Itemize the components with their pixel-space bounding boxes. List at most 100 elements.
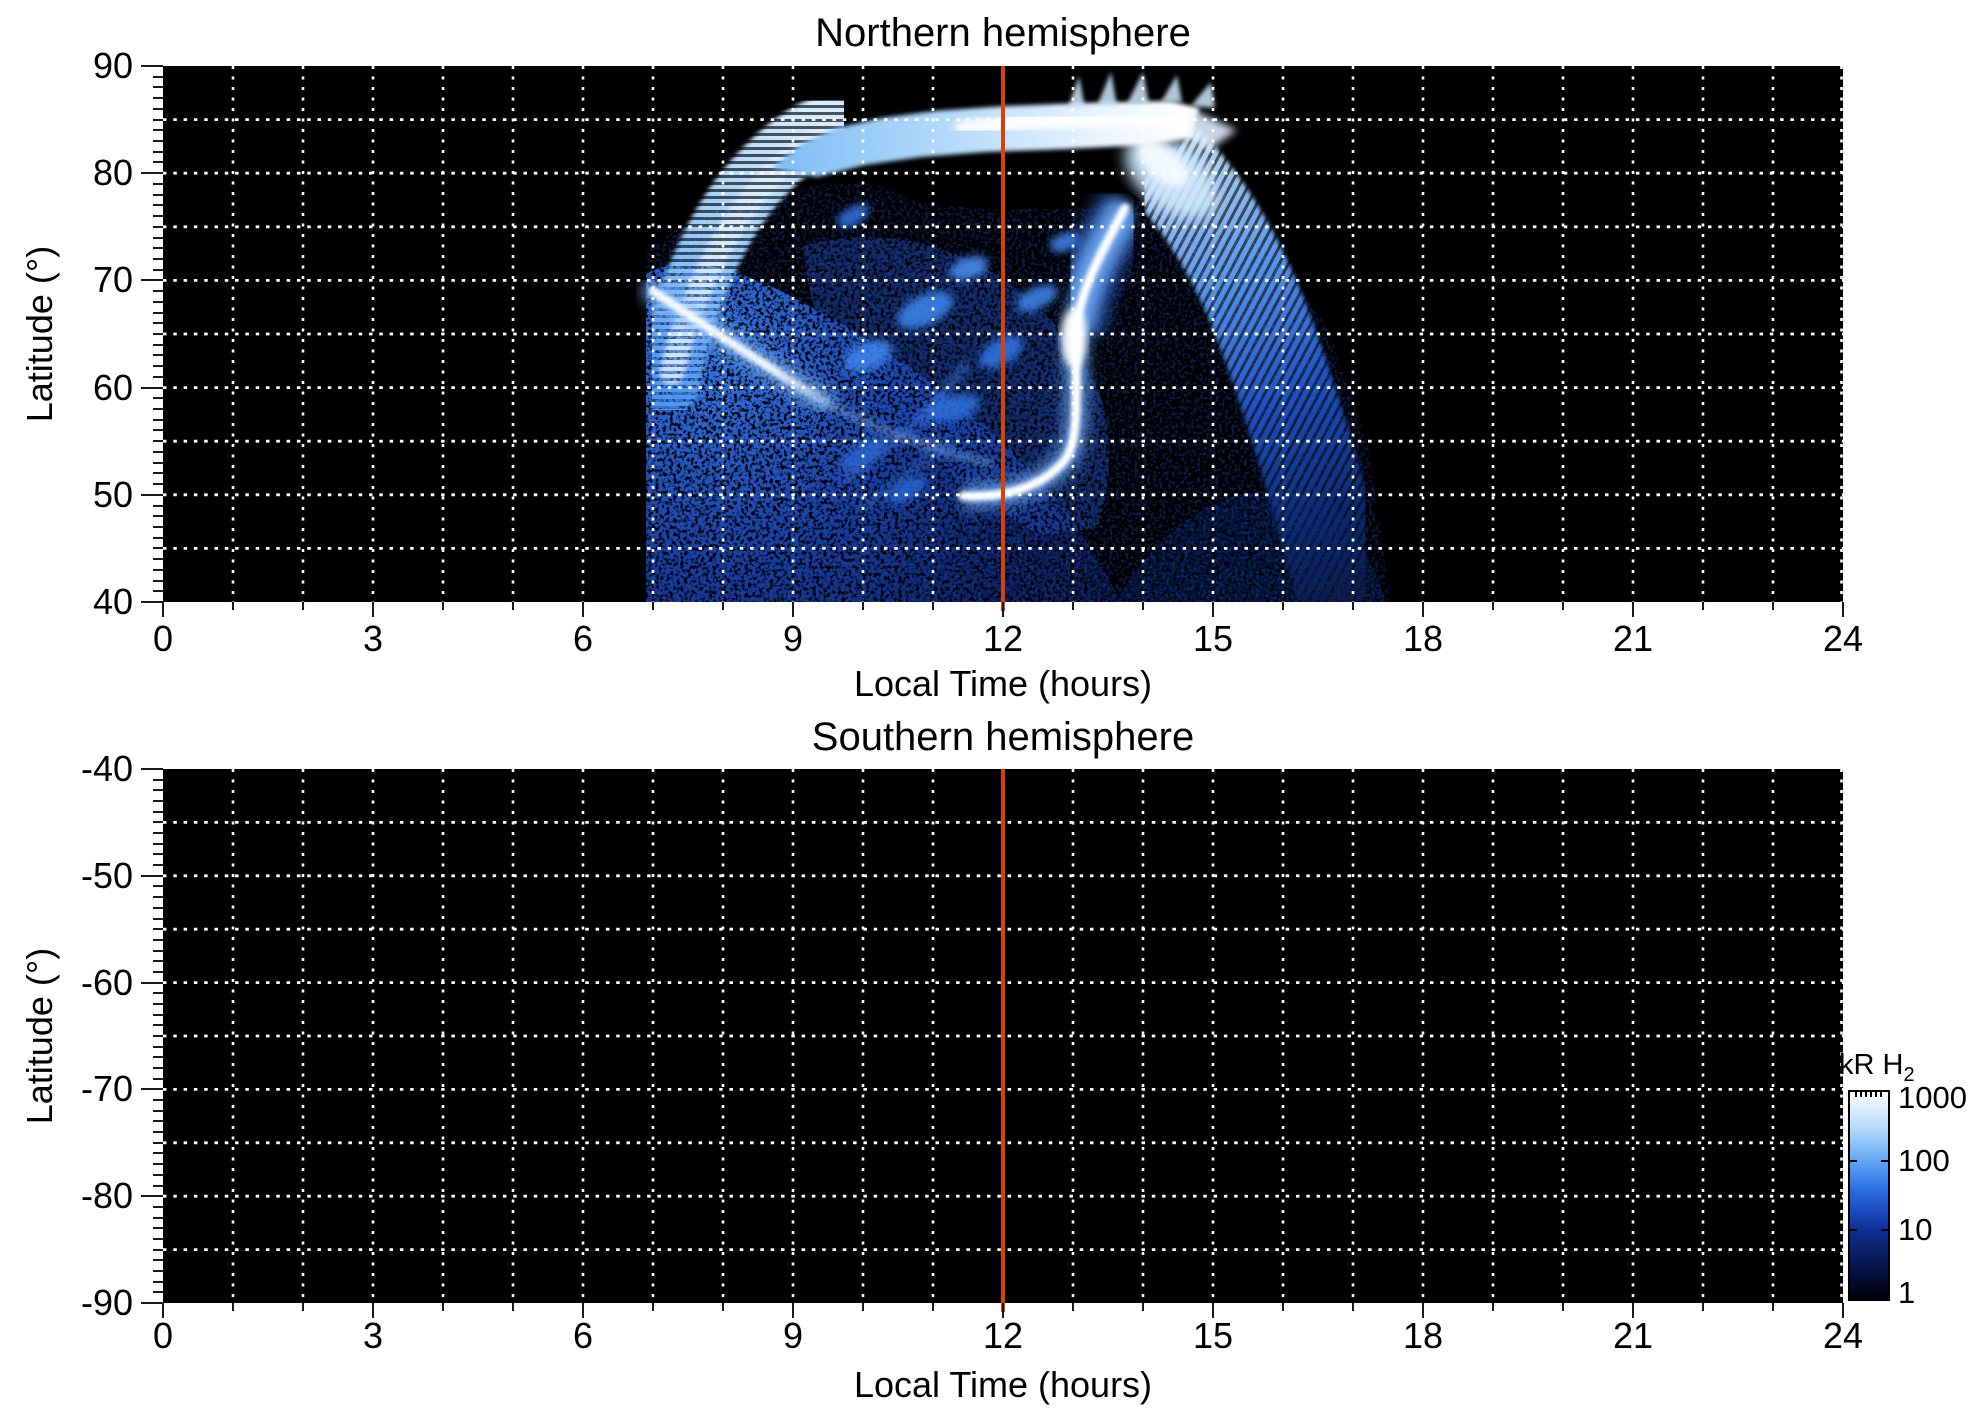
- south-x-tick: [232, 1303, 234, 1311]
- north-x-tick: [1002, 602, 1004, 617]
- colorbar-minor-tick: [1875, 1092, 1877, 1097]
- south-x-tick-label: 15: [1192, 1315, 1234, 1356]
- north-y-tick: [153, 107, 163, 110]
- north-y-tick: [153, 397, 163, 400]
- south-y-tick: [153, 1173, 163, 1176]
- north-y-tick: [153, 558, 163, 561]
- south-y-tick: [153, 864, 163, 867]
- south-x-axis-label: Local Time (hours): [853, 1364, 1153, 1405]
- colorbar: [1848, 1090, 1890, 1301]
- north-y-tick: [153, 290, 163, 293]
- north-y-tick: [153, 118, 163, 121]
- north-x-tick-label: 0: [152, 618, 174, 659]
- south-y-tick: [153, 1163, 163, 1166]
- north-y-tick: [153, 515, 163, 518]
- north-y-tick: [153, 547, 163, 550]
- south-y-tick: [153, 1184, 163, 1187]
- north-x-tick-label: 15: [1192, 618, 1234, 659]
- north-y-tick: [141, 65, 163, 67]
- south-y-tick: [153, 1291, 163, 1294]
- north-x-tick: [792, 602, 794, 617]
- colorbar-tick: [1850, 1229, 1857, 1232]
- north-y-tick: [153, 311, 163, 314]
- north-x-tick-label: 3: [362, 618, 384, 659]
- south-y-tick: [153, 1024, 163, 1027]
- north-y-tick: [153, 75, 163, 78]
- north-y-tick: [153, 161, 163, 164]
- south-y-tick: [153, 1237, 163, 1240]
- south-x-tick: [722, 1303, 724, 1311]
- south-x-tick: [512, 1303, 514, 1311]
- north-y-tick: [153, 504, 163, 507]
- south-x-tick-label: 12: [982, 1315, 1024, 1356]
- colorbar-title-text: kR H: [1839, 1049, 1904, 1081]
- north-y-tick: [153, 590, 163, 593]
- north-y-tick: [153, 257, 163, 260]
- south-x-tick: [302, 1303, 304, 1311]
- south-y-tick: [153, 832, 163, 835]
- north-y-tick-label: 50: [92, 473, 133, 515]
- colorbar-tick-label: 1000: [1898, 1080, 1967, 1115]
- north-y-tick: [153, 343, 163, 346]
- south-y-tick: [153, 1227, 163, 1230]
- north-x-tick: [1632, 602, 1634, 617]
- south-x-tick-label: 3: [362, 1315, 384, 1356]
- south-y-tick: [153, 1056, 163, 1059]
- south-y-tick: [153, 1259, 163, 1262]
- south-x-tick: [652, 1303, 654, 1311]
- north-y-tick: [153, 247, 163, 250]
- south-title: Southern hemisphere: [811, 715, 1195, 759]
- north-y-tick: [153, 300, 163, 303]
- south-y-tick: [153, 928, 163, 931]
- north-y-tick: [153, 129, 163, 132]
- north-y-tick: [153, 193, 163, 196]
- north-y-tick: [153, 236, 163, 239]
- north-y-tick: [141, 172, 163, 175]
- south-y-tick-label: -40: [80, 748, 133, 789]
- colorbar-tick-label: 10: [1898, 1212, 1933, 1247]
- south-y-tick: [141, 1302, 163, 1304]
- south-x-tick: [1072, 1303, 1074, 1311]
- south-y-tick: [153, 896, 163, 899]
- north-x-tick: [162, 602, 164, 617]
- colorbar-minor-tick: [1860, 1092, 1862, 1097]
- north-y-tick: [153, 461, 163, 464]
- south-x-tick-label: 6: [572, 1315, 594, 1356]
- south-x-tick: [1352, 1303, 1354, 1311]
- south-y-tick-label: -50: [80, 854, 133, 896]
- north-x-tick: [1352, 602, 1354, 610]
- north-y-tick: [153, 182, 163, 185]
- north-y-tick: [153, 579, 163, 582]
- south-gridlines: [163, 769, 1843, 1303]
- north-x-tick: [372, 602, 374, 617]
- south-y-tick: [153, 1013, 163, 1016]
- south-y-tick: [153, 1120, 163, 1123]
- south-y-tick: [153, 1002, 163, 1005]
- north-y-tick: [153, 365, 163, 368]
- north-x-tick: [442, 602, 444, 610]
- north-x-tick: [1562, 602, 1564, 610]
- south-x-tick: [442, 1303, 444, 1311]
- south-y-tick: [153, 960, 163, 963]
- north-y-tick: [153, 204, 163, 207]
- north-x-tick: [1212, 602, 1214, 617]
- south-y-tick: [153, 906, 163, 909]
- north-x-tick: [932, 602, 934, 610]
- north-y-tick: [153, 97, 163, 100]
- south-x-tick-label: 9: [782, 1315, 804, 1356]
- south-y-tick: [153, 1141, 163, 1144]
- north-x-tick: [862, 602, 864, 610]
- colorbar-title-subscript: 2: [1903, 1063, 1915, 1086]
- north-y-tick: [153, 225, 163, 228]
- north-x-tick-label: 21: [1612, 618, 1654, 659]
- north-y-tick-label: 70: [92, 259, 133, 301]
- north-x-tick: [1492, 602, 1494, 610]
- north-x-tick-label: 9: [782, 618, 804, 659]
- south-x-tick: [1772, 1303, 1774, 1311]
- south-y-tick: [141, 1088, 163, 1091]
- south-y-tick: [141, 981, 163, 984]
- north-y-tick: [153, 525, 163, 528]
- south-x-tick: [1142, 1303, 1144, 1311]
- south-y-tick: [153, 821, 163, 824]
- north-y-tick: [153, 450, 163, 453]
